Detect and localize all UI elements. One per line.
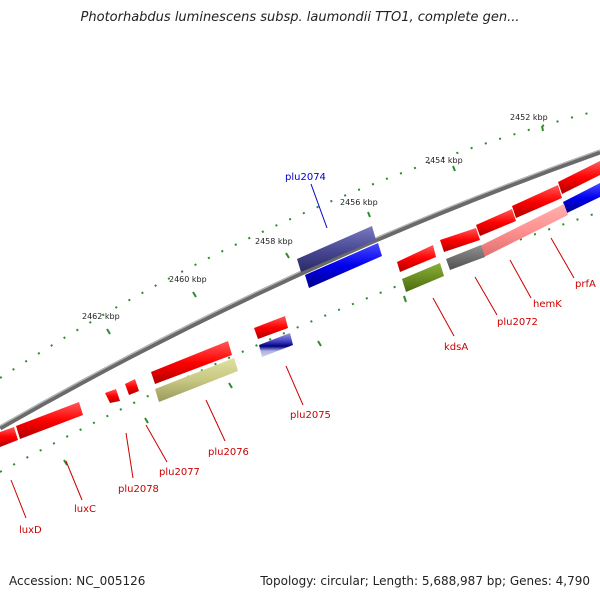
gene-arrow-striped[interactable] — [259, 333, 293, 357]
gene-label-plu2074[interactable]: plu2074 — [285, 172, 326, 183]
major-tick-marks — [63, 125, 544, 466]
gene-label-plu2078[interactable]: plu2078 — [118, 484, 159, 495]
gene-arrow-olive[interactable] — [155, 358, 238, 402]
gene-label-luxC[interactable]: luxC — [74, 504, 96, 515]
gene-labels: prfA hemK plu2072 kdsA plu2074 plu2075 p… — [19, 172, 596, 536]
gene-label-kdsA[interactable]: kdsA — [444, 342, 468, 353]
label-leader-lines — [10, 237, 575, 519]
gene-arrow-blue[interactable] — [305, 243, 382, 288]
gene-arrow-grey[interactable] — [446, 245, 485, 270]
gene-label-plu2077[interactable]: plu2077 — [159, 467, 200, 478]
tick-labels: 2452 kbp 2454 kbp 2456 kbp 2458 kbp 2460… — [82, 113, 548, 321]
forward-strand-genes — [0, 161, 600, 447]
gene-arrow[interactable] — [16, 402, 83, 439]
gene-arrow-green[interactable] — [402, 263, 444, 292]
gene-arrow[interactable] — [397, 245, 436, 272]
gene-arrow[interactable] — [476, 209, 516, 236]
gene-arrow[interactable] — [254, 316, 288, 339]
gene-arrow[interactable] — [0, 427, 18, 447]
gene-arrow[interactable] — [512, 185, 562, 218]
tick-label: 2458 kbp — [255, 237, 293, 246]
page-title: Photorhabdus luminescens subsp. laumondi… — [80, 10, 520, 25]
gene-label-prfA[interactable]: prfA — [575, 279, 596, 290]
gene-arrow[interactable] — [558, 161, 600, 194]
tick-label: 2456 kbp — [340, 198, 378, 207]
gene-arrow-blue[interactable] — [563, 183, 600, 213]
label-leader-line-selected — [310, 183, 328, 229]
gene-arrow[interactable] — [440, 228, 480, 252]
genome-backbone — [0, 149, 600, 431]
inner-tick-ring — [0, 211, 600, 473]
tick-label: 2462 kbp — [82, 312, 120, 321]
gene-label-plu2075[interactable]: plu2075 — [290, 410, 331, 421]
gene-label-luxD[interactable]: luxD — [19, 525, 42, 536]
tick-label: 2452 kbp — [510, 113, 548, 122]
tick-label: 2454 kbp — [425, 156, 463, 165]
accession-text: Accession: NC_005126 — [9, 574, 146, 588]
gene-arrow[interactable] — [105, 389, 120, 403]
gene-label-plu2076[interactable]: plu2076 — [208, 447, 249, 458]
tick-label: 2460 kbp — [169, 275, 207, 284]
gene-label-plu2072[interactable]: plu2072 — [497, 317, 538, 328]
gene-label-hemK[interactable]: hemK — [533, 299, 562, 310]
gene-arrow[interactable] — [151, 341, 232, 384]
gene-plu2074-arrow[interactable] — [297, 226, 376, 272]
gene-arrow-pink[interactable] — [480, 204, 568, 257]
gene-arrow[interactable] — [125, 379, 139, 395]
genome-backbone-highlight — [0, 149, 600, 427]
genome-summary-text: Topology: circular; Length: 5,688,987 bp… — [260, 574, 590, 588]
